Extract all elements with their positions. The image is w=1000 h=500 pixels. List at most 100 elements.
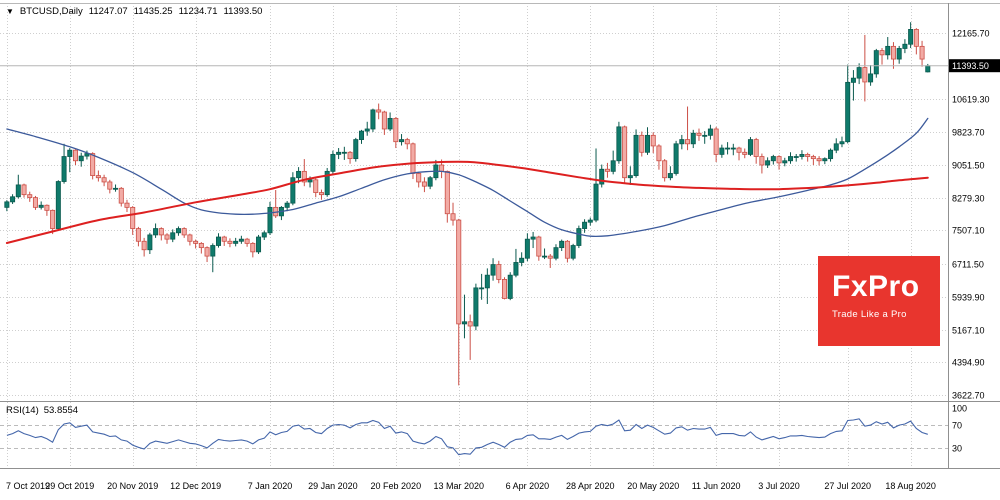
- candle: [107, 179, 113, 194]
- rsi-name: RSI(14): [6, 405, 39, 416]
- candle: [604, 162, 610, 178]
- candle: [261, 230, 267, 240]
- candle: [450, 202, 456, 226]
- candle: [55, 180, 61, 231]
- candle: [278, 206, 284, 221]
- candle: [456, 218, 462, 386]
- ohlc-close-value: 11393.50: [223, 6, 263, 17]
- candle: [147, 232, 153, 254]
- candle: [330, 150, 336, 174]
- candle: [610, 150, 616, 175]
- candle: [599, 164, 605, 188]
- date-axis-label: 27 Jul 2020: [824, 481, 871, 491]
- candle: [21, 183, 27, 198]
- candle: [622, 125, 628, 183]
- candle: [15, 174, 21, 199]
- price-axis-label: 6711.50: [952, 260, 984, 270]
- candle: [559, 239, 565, 252]
- candle: [725, 142, 731, 155]
- candle: [113, 184, 119, 192]
- candle: [582, 219, 588, 233]
- candle: [393, 117, 399, 149]
- candle: [730, 143, 736, 156]
- candle: [645, 127, 651, 155]
- candle: [118, 187, 124, 207]
- price-axis-label: 8279.30: [952, 194, 985, 204]
- candle: [221, 235, 227, 246]
- fxpro-logo-title: FxPro: [832, 270, 920, 303]
- ma-slow-red-line: [5, 160, 929, 244]
- candle: [27, 191, 33, 202]
- candle: [193, 239, 199, 249]
- candle: [690, 129, 696, 149]
- candle: [879, 48, 885, 65]
- symbol-dropdown-icon[interactable]: ▼: [6, 6, 14, 16]
- date-axis-label: 6 Apr 2020: [506, 481, 550, 491]
- candle: [404, 137, 410, 150]
- fxpro-logo-tagline: Trade Like a Pro: [832, 309, 907, 320]
- candle: [845, 64, 851, 144]
- candle: [564, 240, 570, 263]
- candle: [770, 154, 776, 165]
- candle: [484, 268, 490, 304]
- candle: [10, 194, 16, 204]
- candle: [358, 129, 364, 144]
- date-axis-label: 7 Oct 2019: [6, 481, 50, 491]
- candle: [765, 157, 771, 168]
- candle: [444, 170, 450, 223]
- candle: [507, 272, 513, 301]
- candle: [244, 237, 250, 247]
- candle: [707, 124, 713, 140]
- candle: [805, 152, 811, 162]
- price-axis-label: 9823.70: [952, 128, 985, 138]
- candle: [461, 294, 467, 339]
- candle: [467, 314, 473, 360]
- candle: [782, 157, 788, 167]
- candle: [788, 152, 794, 164]
- date-axis-label: 11 Jun 2020: [692, 481, 741, 491]
- candle: [862, 34, 868, 102]
- candle: [542, 248, 548, 260]
- candle: [318, 189, 324, 200]
- candle: [536, 235, 542, 261]
- candle: [73, 149, 79, 165]
- candle: [181, 227, 187, 238]
- candle: [90, 152, 96, 180]
- candle: [175, 226, 181, 236]
- candle: [902, 39, 908, 54]
- candle: [570, 243, 576, 261]
- candle: [519, 252, 525, 267]
- candle: [353, 137, 359, 162]
- candle: [810, 154, 816, 165]
- candle: [399, 134, 405, 146]
- candle: [719, 144, 725, 158]
- candle: [284, 201, 290, 212]
- candle: [135, 226, 141, 247]
- candle: [501, 277, 507, 300]
- ohlc-low-value: 11234.71: [178, 6, 218, 17]
- candle: [776, 155, 782, 170]
- candle: [158, 227, 164, 241]
- candle: [576, 225, 582, 249]
- candle: [38, 201, 44, 210]
- candle: [587, 217, 593, 226]
- candle: [679, 134, 685, 150]
- candle: [67, 148, 73, 173]
- candle: [799, 150, 805, 160]
- candle: [685, 106, 691, 151]
- candle: [742, 148, 748, 159]
- candle: [227, 238, 233, 248]
- ohlc-high-value: 11435.25: [133, 6, 173, 17]
- date-axis-label: 18 Aug 2020: [885, 481, 936, 491]
- date-axis-label: 29 Jan 2020: [308, 481, 358, 491]
- candle: [324, 167, 330, 197]
- candle: [524, 233, 530, 262]
- candle: [673, 140, 679, 176]
- candle: [639, 131, 645, 157]
- candle: [868, 65, 874, 86]
- date-axis-label: 20 Feb 2020: [371, 481, 422, 491]
- candle: [627, 166, 633, 185]
- date-axis-label: 20 Nov 2019: [107, 481, 158, 491]
